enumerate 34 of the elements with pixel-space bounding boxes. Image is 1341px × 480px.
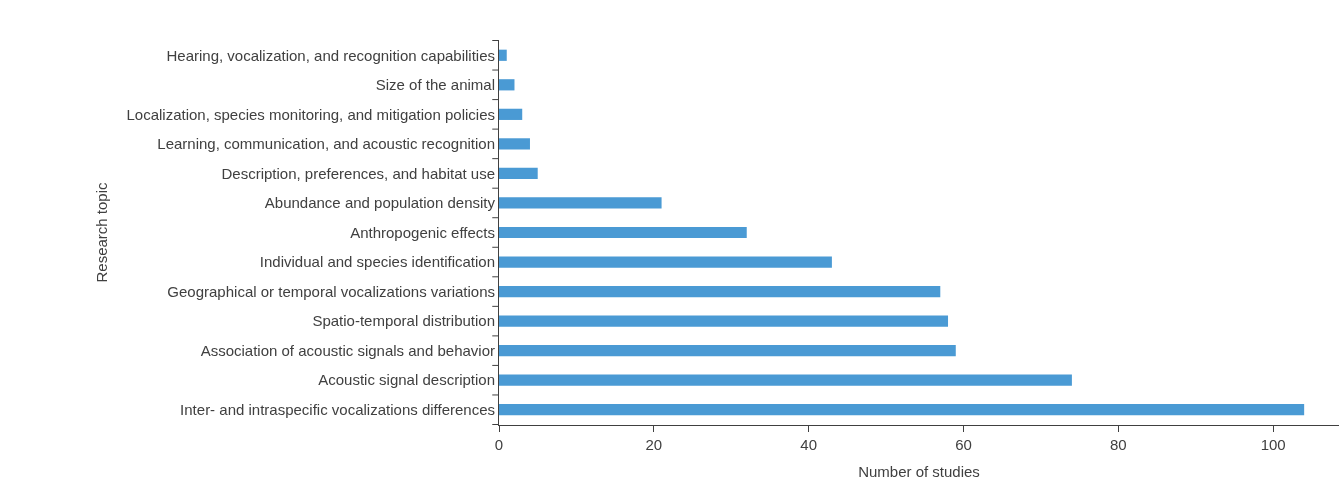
- bar: [499, 79, 515, 91]
- y-tick-label: Acoustic signal description: [318, 371, 495, 389]
- bar: [499, 197, 662, 209]
- y-tick-label: Learning, communication, and acoustic recognition: [157, 135, 495, 153]
- x-tick-label: 80: [1110, 436, 1127, 453]
- y-tick-label: Geographical or temporal vocalizations variations: [167, 282, 495, 300]
- bar: [499, 49, 507, 61]
- x-tick-label: 20: [645, 436, 663, 453]
- bar: [499, 256, 832, 268]
- bar: [499, 315, 949, 327]
- y-axis-title: Research topic: [92, 181, 110, 283]
- y-tick-label: Size of the animal: [375, 76, 495, 94]
- bar: [499, 285, 941, 298]
- y-tick-label: Individual and species identification: [259, 253, 495, 271]
- bar: [499, 108, 523, 120]
- y-tick-label: Inter- and intraspecific vocalizations differences: [180, 400, 495, 418]
- bar: [499, 167, 538, 180]
- bar: [499, 345, 956, 357]
- x-axis-title: Number of studies: [858, 463, 980, 480]
- x-tick-label: 0: [494, 436, 504, 453]
- bar: [499, 138, 530, 150]
- bar: [499, 404, 1305, 416]
- y-tick-label: Hearing, vocalization, and recognition capabilities: [166, 46, 495, 64]
- x-tick-label: 40: [800, 436, 818, 453]
- y-tick-label: Spatio-temporal distribution: [312, 312, 495, 330]
- x-tick-label: 100: [1260, 436, 1286, 453]
- x-tick-label: 60: [955, 436, 972, 453]
- y-tick-label: Abundance and population density: [264, 194, 496, 212]
- y-tick-label: Association of acoustic signals and behavior: [200, 341, 495, 359]
- bar: [499, 374, 1072, 386]
- y-tick-label: Anthropogenic effects: [350, 223, 495, 241]
- y-tick-label: Description, preferences, and habitat use: [221, 164, 495, 182]
- y-tick-label: Localization, species monitoring, and mitigation policies: [126, 105, 495, 123]
- bar: [499, 226, 747, 239]
